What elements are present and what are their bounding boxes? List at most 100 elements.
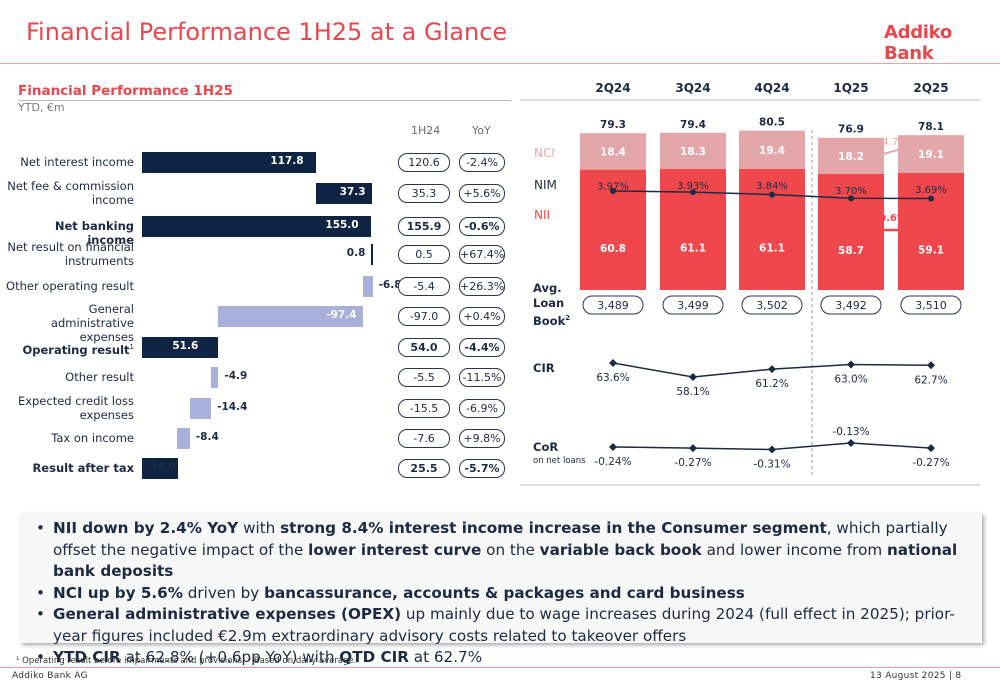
prior-year-pill: 25.5: [398, 459, 450, 478]
waterfall-row-label: Net banking income: [54, 219, 134, 247]
nii-value: 58.7: [838, 245, 864, 257]
nci-value: 19.1: [918, 149, 944, 161]
cir-point: [609, 359, 617, 367]
quarter-label: 4Q24: [754, 81, 789, 95]
nci-value: 19.4: [759, 145, 785, 157]
legend-nim: NIM: [534, 178, 557, 192]
waterfall-bar: [218, 305, 363, 327]
waterfall-bar: [142, 457, 178, 479]
total-value: 79.3: [600, 119, 626, 131]
nci-bar: [898, 135, 964, 173]
prior-year-pill: -5.5: [398, 368, 450, 387]
nci-value: 18.2: [838, 151, 864, 163]
nim-point: [848, 195, 854, 202]
col-header-yoy: YoY: [472, 124, 491, 137]
footnote: ¹ Operating result before impairments an…: [16, 656, 357, 666]
bullet-text: with: [238, 519, 281, 537]
waterfall-value: -14.4: [217, 401, 248, 413]
highlight-bullet: NII down by 2.4% YoY with strong 8.4% in…: [36, 518, 982, 583]
waterfall-row-label: General administrative expenses: [50, 302, 134, 344]
bullet-text: , which partially offset the negative im…: [53, 519, 948, 559]
nii-growth-arrowhead: [901, 225, 909, 235]
section-title: Financial Performance 1H25: [18, 83, 233, 99]
bullet-emphasis: national bank deposits: [53, 540, 958, 581]
nci-bar: [818, 137, 884, 174]
prior-year-pill: -15.5: [398, 399, 450, 418]
waterfall-value: -8.4: [195, 431, 219, 443]
yoy-pill: -4.4%: [459, 338, 505, 357]
waterfall-row-label: Tax on income: [51, 431, 134, 445]
nci-growth: 4.7%: [882, 137, 907, 148]
quarter-label: 2Q25: [913, 81, 948, 95]
yoy-pill: +9.8%: [459, 429, 505, 448]
highlight-bullet: General administrative expenses (OPEX) u…: [36, 604, 982, 647]
yoy-pill: +67.4%: [459, 245, 505, 264]
waterfall-value: -6.8: [378, 279, 402, 291]
bullet-emphasis: lower interest curve: [308, 540, 482, 559]
loan-book-pill: [900, 295, 962, 315]
nci-bar: [660, 132, 726, 170]
total-value: 76.9: [838, 124, 864, 136]
nii-bar: [898, 172, 964, 290]
loan-book-value: 3,499: [677, 299, 709, 312]
nci-growth-arrowhead: [899, 145, 908, 153]
footer-date-page: 13 August 2025 | 8: [870, 671, 962, 681]
bullet-emphasis: NII down by 2.4% YoY: [53, 519, 239, 537]
bullet-text: and lower income from: [701, 540, 887, 559]
waterfall-value: 24.0: [150, 461, 176, 473]
waterfall-row-label: Net interest income: [20, 155, 134, 169]
page-title: Financial Performance 1H25 at a Glance: [26, 18, 508, 46]
total-value: 78.1: [918, 121, 944, 133]
yoy-pill: -6.9%: [459, 399, 505, 418]
waterfall-value: 51.6: [172, 340, 199, 352]
cir-point: [847, 360, 855, 369]
waterfall-bar: [142, 151, 317, 173]
loan-book-pill: [582, 295, 644, 315]
loan-book-value: 3,502: [756, 299, 788, 312]
bullet-text: on the: [481, 540, 540, 559]
yoy-pill: -11.5%: [459, 368, 505, 387]
bullet-emphasis: variable back book: [539, 540, 702, 559]
loan-book-pill: [662, 295, 724, 315]
cor-label: CoR: [533, 440, 559, 454]
waterfall-bar: [142, 336, 219, 358]
cor-value: -0.27%: [912, 457, 949, 469]
nim-point: [610, 188, 616, 194]
section-divider: [18, 100, 511, 101]
footnote-mark: 1: [129, 343, 134, 351]
bullet-emphasis: QTD CIR: [339, 648, 409, 666]
prior-year-pill: 54.0: [398, 338, 450, 357]
section-subtitle: YTD, €m: [18, 101, 65, 114]
waterfall-bar: [211, 366, 219, 388]
waterfall-value: -97.4: [326, 309, 357, 321]
nii-value: 60.8: [600, 243, 626, 255]
yoy-pill: +0.4%: [459, 307, 505, 326]
cir-point: [768, 365, 776, 374]
loan-book-value: 3,489: [597, 299, 629, 312]
cor-point: [768, 445, 776, 454]
nim-point: [769, 191, 775, 198]
waterfall-value: 37.3: [339, 186, 366, 198]
total-value: 79.4: [680, 119, 706, 131]
cir-value: 61.2%: [755, 378, 788, 390]
nci-growth-arrow: [879, 147, 905, 156]
yoy-pill: -2.4%: [459, 153, 505, 172]
waterfall-value: 117.8: [270, 155, 304, 167]
yoy-pill: +26.3%: [459, 277, 505, 296]
waterfall-value: 155.0: [325, 219, 359, 231]
nci-bar: [739, 130, 805, 170]
loan-book-pill: [820, 295, 882, 315]
bullet-emphasis: bancassurance, accounts & packages and c…: [264, 583, 745, 602]
quarter-label: 2Q24: [595, 81, 630, 95]
highlight-bullet: NCI up by 5.6% driven by bancassurance, …: [36, 583, 982, 605]
prior-year-pill: -5.4: [398, 277, 450, 296]
bullet-emphasis: YTD CIR: [53, 648, 121, 666]
highlight-bullet: YTD CIR at 62.8% (+0.6pp YoY) with QTD C…: [36, 647, 982, 669]
yoy-pill: -5.7%: [459, 459, 505, 478]
cor-value: -0.27%: [674, 457, 711, 469]
waterfall-row-label: Expected credit loss expenses: [17, 394, 134, 422]
bullet-emphasis: General administrative expenses (OPEX): [53, 605, 402, 623]
waterfall-row-label: Net result on financial instruments: [7, 240, 134, 268]
cir-point: [927, 361, 935, 370]
cir-value: 63.6%: [596, 372, 629, 384]
